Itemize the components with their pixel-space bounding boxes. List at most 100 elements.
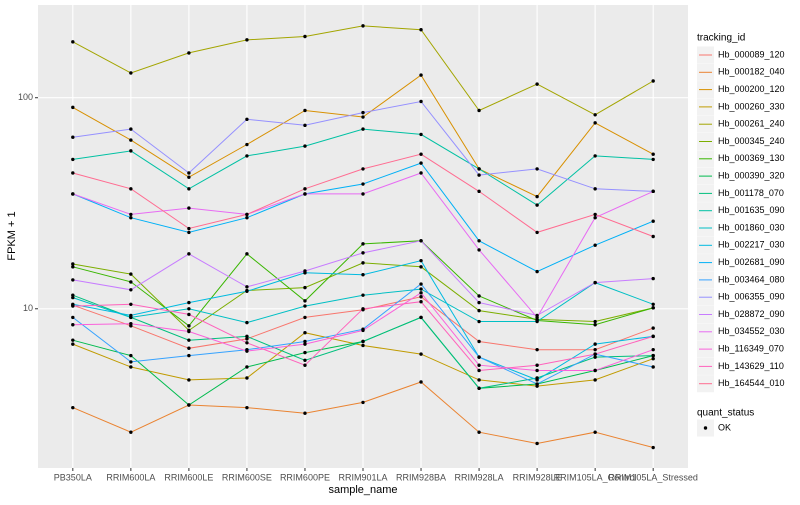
data-point: [245, 341, 249, 345]
data-point: [187, 51, 191, 55]
data-point: [477, 167, 481, 171]
data-point: [245, 285, 249, 289]
data-point: [187, 403, 191, 407]
x-tick-label: RRIM600LE: [164, 472, 213, 482]
x-tick-label: RRIM901LA: [338, 472, 387, 482]
shape-legend-title: quant_status: [697, 408, 754, 419]
data-point: [245, 117, 249, 122]
data-point: [477, 248, 481, 252]
data-point: [361, 127, 365, 131]
data-point: [71, 265, 75, 269]
data-point: [477, 189, 481, 194]
data-point: [245, 289, 249, 293]
data-point: [477, 108, 481, 113]
data-point: [593, 121, 597, 125]
data-point: [71, 304, 75, 308]
data-point: [303, 285, 307, 290]
data-point: [419, 132, 423, 137]
data-point: [419, 315, 423, 320]
data-point: [303, 192, 307, 196]
data-point: [419, 287, 423, 291]
data-point: [477, 363, 481, 367]
x-tick-label: RRIM600SE: [222, 472, 272, 482]
data-point: [477, 319, 481, 324]
data-point: [535, 363, 539, 367]
legend-label: Hb_000390_320: [718, 170, 785, 180]
data-point: [71, 105, 75, 110]
data-point: [593, 352, 597, 356]
data-point: [187, 353, 191, 358]
data-point: [361, 273, 365, 277]
legend-label: Hb_028872_090: [718, 309, 785, 319]
data-point: [187, 378, 191, 382]
data-point: [361, 293, 365, 297]
legend-title: tracking_id: [697, 33, 745, 44]
data-point: [71, 295, 75, 300]
data-point: [593, 212, 597, 217]
data-point: [245, 154, 249, 158]
data-point: [419, 239, 423, 243]
data-point: [593, 342, 597, 346]
data-point: [71, 157, 75, 162]
x-tick-label: PB350LA: [54, 472, 92, 482]
data-point: [187, 230, 191, 235]
data-point: [419, 258, 423, 263]
data-point: [129, 365, 133, 369]
data-point: [419, 73, 423, 77]
x-tick-label: RRIM600PE: [280, 472, 330, 482]
data-point: [535, 378, 539, 382]
data-point: [71, 293, 75, 297]
data-point: [245, 252, 249, 256]
data-point: [651, 219, 655, 223]
data-point: [419, 300, 423, 304]
data-point: [477, 300, 481, 305]
data-point: [245, 320, 249, 325]
data-point: [303, 144, 307, 148]
data-point: [361, 251, 365, 255]
data-point: [535, 441, 539, 446]
legend-label: Hb_034552_030: [718, 326, 785, 336]
data-point: [361, 339, 365, 344]
data-point: [477, 355, 481, 359]
data-point: [303, 358, 307, 362]
data-point: [651, 445, 655, 450]
data-point: [303, 363, 307, 367]
data-point: [71, 323, 75, 327]
data-point: [187, 346, 191, 350]
data-point: [477, 294, 481, 298]
legend-label: Hb_001178_070: [718, 188, 784, 198]
data-point: [303, 304, 307, 308]
data-point: [477, 339, 481, 344]
data-point: [129, 360, 133, 364]
data-point: [129, 288, 133, 292]
data-point: [535, 347, 539, 352]
data-point: [419, 99, 423, 104]
data-point: [593, 378, 597, 382]
data-point: [129, 321, 133, 326]
data-point: [535, 82, 539, 86]
data-point: [129, 280, 133, 284]
data-point: [361, 242, 365, 246]
data-point: [593, 323, 597, 327]
data-point: [361, 24, 365, 28]
legend-label: Hb_000089_120: [718, 49, 785, 59]
data-point: [245, 334, 249, 339]
data-point: [651, 356, 655, 361]
x-tick-label: RRIM928LE: [513, 472, 562, 482]
data-point: [245, 349, 249, 353]
data-point: [477, 368, 481, 373]
data-point: [593, 187, 597, 191]
data-point: [651, 326, 655, 330]
legend-label: Hb_143629_110: [718, 361, 784, 371]
data-point: [187, 307, 191, 311]
data-point: [303, 123, 307, 128]
data-point: [361, 192, 365, 196]
data-point: [593, 216, 597, 220]
data-point: [651, 306, 655, 310]
data-point: [187, 324, 191, 328]
data-point: [187, 338, 191, 342]
data-point: [651, 302, 655, 306]
data-point: [593, 113, 597, 117]
data-point: [593, 368, 597, 373]
legend-label: Hb_001860_030: [718, 222, 785, 232]
